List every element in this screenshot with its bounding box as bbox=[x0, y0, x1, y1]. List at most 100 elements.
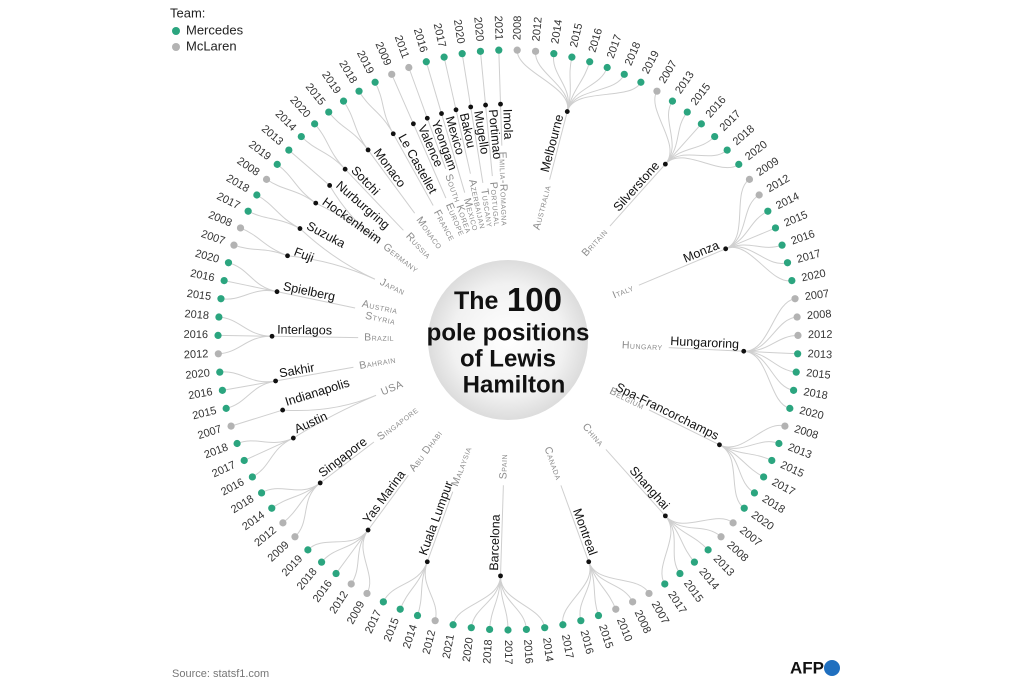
branch bbox=[743, 350, 790, 409]
pole-dot bbox=[379, 598, 387, 606]
circuit-label: Imola bbox=[500, 109, 515, 140]
pole-dot bbox=[683, 108, 691, 116]
branch bbox=[588, 561, 650, 594]
pole-dot bbox=[661, 580, 669, 588]
pole-dot bbox=[586, 58, 594, 66]
connector bbox=[329, 185, 380, 243]
branch bbox=[391, 74, 414, 124]
circuit-node bbox=[723, 246, 729, 252]
pole-dot bbox=[791, 295, 799, 303]
pole-year: 2020 bbox=[749, 509, 776, 533]
pole-year: 2016 bbox=[411, 27, 429, 54]
pole-dot bbox=[214, 331, 222, 339]
pole-year: 2016 bbox=[219, 476, 246, 498]
branch bbox=[743, 316, 798, 352]
circuit-node bbox=[453, 107, 459, 113]
pole-year: 2018 bbox=[203, 441, 230, 461]
pole-year: 2016 bbox=[790, 228, 817, 247]
circuit-node bbox=[741, 348, 747, 354]
pole-dot bbox=[216, 368, 224, 376]
pole-year: 2020 bbox=[451, 19, 467, 45]
pole-dot bbox=[697, 120, 705, 128]
circuit-node bbox=[410, 121, 416, 127]
pole-year: 2009 bbox=[372, 40, 393, 67]
branch bbox=[743, 350, 794, 391]
branch bbox=[233, 244, 288, 257]
branch bbox=[266, 178, 317, 204]
circuit-label: Kuala Lumpur bbox=[416, 479, 456, 557]
branch bbox=[725, 246, 792, 282]
pole-dot bbox=[431, 617, 439, 625]
branch bbox=[307, 529, 369, 551]
circuit-label: Portimao bbox=[486, 109, 505, 160]
pole-year: 2008 bbox=[724, 539, 750, 564]
pole-dot bbox=[522, 625, 530, 634]
country-label: USA bbox=[379, 378, 405, 398]
branch bbox=[566, 81, 642, 112]
pole-year: 2017 bbox=[559, 633, 575, 659]
pole-year: 2017 bbox=[502, 640, 514, 664]
country-label: Abu Dhabi bbox=[407, 428, 445, 474]
branch bbox=[240, 227, 288, 257]
pole-year: 2017 bbox=[210, 459, 237, 480]
country-label: Emilia-Romagna bbox=[496, 151, 510, 226]
pole-dot bbox=[788, 277, 796, 285]
branch bbox=[743, 334, 798, 352]
pole-dot bbox=[717, 533, 725, 541]
circuit-node bbox=[317, 480, 323, 486]
title-first-line: The 100 bbox=[454, 281, 562, 318]
pole-dot bbox=[504, 626, 512, 634]
links bbox=[218, 50, 798, 631]
connector bbox=[392, 133, 434, 206]
pole-dot bbox=[257, 489, 266, 497]
branch bbox=[224, 280, 278, 293]
pole-year: 2015 bbox=[568, 22, 585, 49]
circuit-label: Interlagos bbox=[277, 323, 332, 338]
pole-dot bbox=[405, 63, 413, 72]
pole-year: 2017 bbox=[665, 589, 688, 616]
branch bbox=[288, 149, 330, 186]
pole-dot bbox=[248, 473, 256, 481]
pole-dot bbox=[363, 589, 371, 598]
pole-year: 2015 bbox=[596, 623, 615, 650]
pole-year: 2012 bbox=[530, 16, 544, 42]
pole-year: 2017 bbox=[215, 190, 242, 212]
branch bbox=[374, 82, 394, 135]
connector bbox=[455, 109, 471, 174]
branch bbox=[350, 529, 369, 585]
branch bbox=[220, 290, 278, 300]
branch bbox=[562, 561, 591, 625]
pole-year: 2012 bbox=[421, 629, 439, 656]
pole-year: 2016 bbox=[578, 629, 596, 656]
pole-year: 2013 bbox=[259, 123, 285, 148]
pole-year: 2020 bbox=[461, 637, 476, 663]
circuit-label: Singapore bbox=[316, 434, 370, 480]
pole-year: 2020 bbox=[798, 405, 825, 422]
pole-dot bbox=[577, 617, 585, 625]
country-label: Britain bbox=[579, 226, 610, 259]
pole-year: 2019 bbox=[319, 69, 343, 96]
branch bbox=[500, 575, 527, 630]
circuit-node bbox=[662, 161, 668, 167]
pole-dot bbox=[704, 546, 712, 554]
pole-year: 2011 bbox=[392, 34, 411, 60]
country-label: Brazil bbox=[364, 331, 394, 343]
pole-year: 2013 bbox=[786, 441, 813, 461]
pole-year: 2015 bbox=[805, 367, 831, 382]
pole-dot bbox=[750, 489, 759, 497]
pole-year: 2020 bbox=[800, 268, 826, 285]
circuit-node bbox=[280, 407, 286, 413]
pole-year: 2016 bbox=[587, 27, 605, 54]
pole-year: 2017 bbox=[605, 33, 625, 60]
connector bbox=[319, 441, 375, 484]
legend-swatch bbox=[172, 43, 180, 51]
branch bbox=[443, 57, 457, 110]
pole-dot bbox=[217, 295, 225, 303]
branch bbox=[425, 61, 442, 114]
branch bbox=[362, 529, 371, 594]
pole-dot bbox=[781, 422, 789, 430]
pole-year: 2015 bbox=[303, 81, 328, 108]
pole-dot bbox=[629, 598, 637, 606]
